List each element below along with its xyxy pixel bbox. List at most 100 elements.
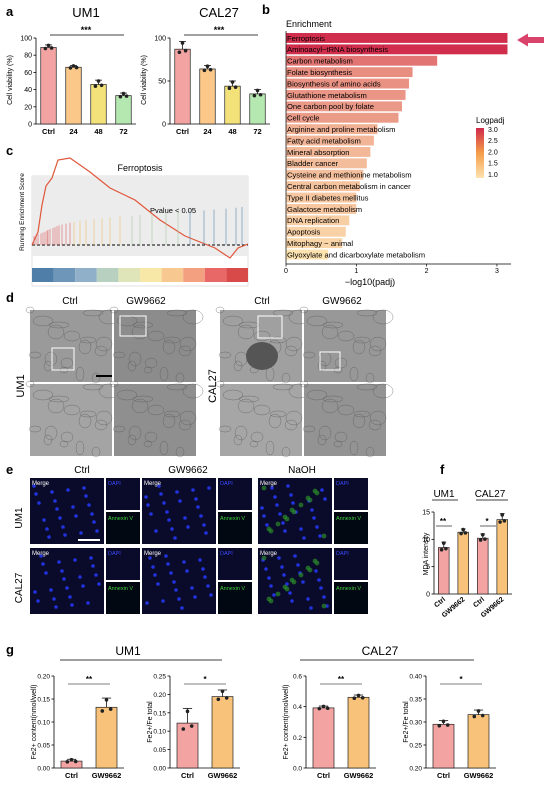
iron-chart: 0.20 0.25 0.30 0.35 0.40 Ctrl GW9662 Fe2+/Fe to… [403,674,496,780]
organelle-texture [47,324,65,340]
data-point [325,706,330,711]
dapi-label: DAPI [336,481,349,487]
nucleus-dot [260,506,264,510]
col-label: GW9662 [168,465,208,476]
x-tick-label: Ctrl [472,596,486,609]
annexin-signal [266,596,272,602]
annexin-image [106,512,140,544]
annexin-signal [305,495,311,501]
data-point [444,546,448,551]
annexin-label: Annexin V [108,516,133,522]
data-point [227,86,232,91]
rank-strip-segment [96,268,119,282]
nucleus-dot [299,527,303,531]
organelle-texture [179,336,197,352]
organelle-texture [75,366,85,382]
nucleus-dot [68,595,72,599]
organelle-texture [368,345,382,357]
organelle-texture [79,336,97,344]
annexin-image [106,582,140,614]
dapi-label: DAPI [336,551,349,557]
panel-label-d: d [6,290,14,305]
enrichment-bar [286,215,350,226]
annexin-label: Annexin V [336,516,361,522]
nucleus-dot [265,523,269,527]
annexin-signal [321,533,327,539]
x-axis-label: −log10(padj) [345,277,395,287]
zoom-box [319,351,341,371]
organelle-texture [349,366,359,382]
enrichment-bar [286,238,343,249]
annexin-signal [298,572,304,578]
nucleus-dot [95,529,99,533]
tem-image [220,384,302,456]
y-tick-label: 80 [24,53,32,60]
y-tick-label: 5 [426,564,430,571]
nucleus-dot [49,588,53,592]
annexin-signal [289,577,295,583]
data-point [500,513,505,517]
data-point [502,519,507,523]
organelle-texture [78,339,92,355]
enrichment-bar [286,67,413,78]
organelle-texture [28,425,42,433]
term-label: Mitophagy − animal [287,239,353,248]
significance-label: * [459,675,463,684]
annexin-label: Annexin V [220,516,245,522]
enrichment-bar [286,101,403,112]
rank-strip-segment [161,268,184,282]
y-tick-label: 0.4 [293,704,302,711]
organelle-texture [365,446,375,458]
dapi-image [334,548,368,580]
group-label: CAL27 [362,644,399,658]
organelle-texture [44,351,58,367]
enrichment-curve [31,157,249,259]
enrichment-bar [286,204,357,214]
y-axis-label: Cell viability (%) [7,55,14,105]
nucleus-dot [74,514,78,518]
data-point [177,50,182,55]
dapi-image [218,548,252,580]
panel-label-e: e [6,462,13,477]
y-tick-label: 0 [426,592,430,599]
organelle-texture [159,440,169,456]
panel-label-a: a [6,4,14,19]
bar [40,47,57,125]
organelle-texture [112,425,126,433]
data-point [480,713,485,718]
organelle-texture [285,410,303,426]
data-point [205,64,210,69]
nucleus-dot [312,516,316,520]
x-tick-label: 72 [119,127,127,136]
organelle-texture [91,446,101,458]
term-label: Apoptosis [287,228,321,237]
dapi-image [106,478,140,510]
nucleus-dot [207,486,211,490]
iron-charts: UM1 CAL27 0.00 0.05 0.10 0.15 0.20 Ctrl GW9662… [31,644,496,780]
enrichment-bar [286,147,371,157]
y-tick-label: 0.20 [37,674,50,681]
iron-chart: 0.00 0.05 0.10 0.15 0.20 0.25 Ctrl GW9662 Fe2+/F… [147,674,240,780]
organelle-texture [143,440,153,448]
y-tick-label: 10 [422,537,430,544]
nucleus-dot [288,591,292,595]
bar [90,84,107,125]
pvalue-annotation: Pvalue < 0.05 [150,206,196,215]
annexin-signal [282,584,288,590]
data-point [498,520,502,524]
significance-label: ** [338,675,345,684]
data-point [43,46,48,51]
nucleus-dot [45,527,49,531]
legend-tick-label: 2.5 [488,138,498,145]
rank-strip-segment [204,268,227,282]
tem-image [114,310,196,382]
significance-label: *** [214,25,225,35]
nucleus-dot [145,601,149,605]
data-point [46,43,51,48]
organelle-texture [147,404,165,416]
organelle-texture [281,372,291,384]
nucleus-dot [203,575,207,579]
data-point [220,689,225,694]
organelle-texture [131,398,149,414]
